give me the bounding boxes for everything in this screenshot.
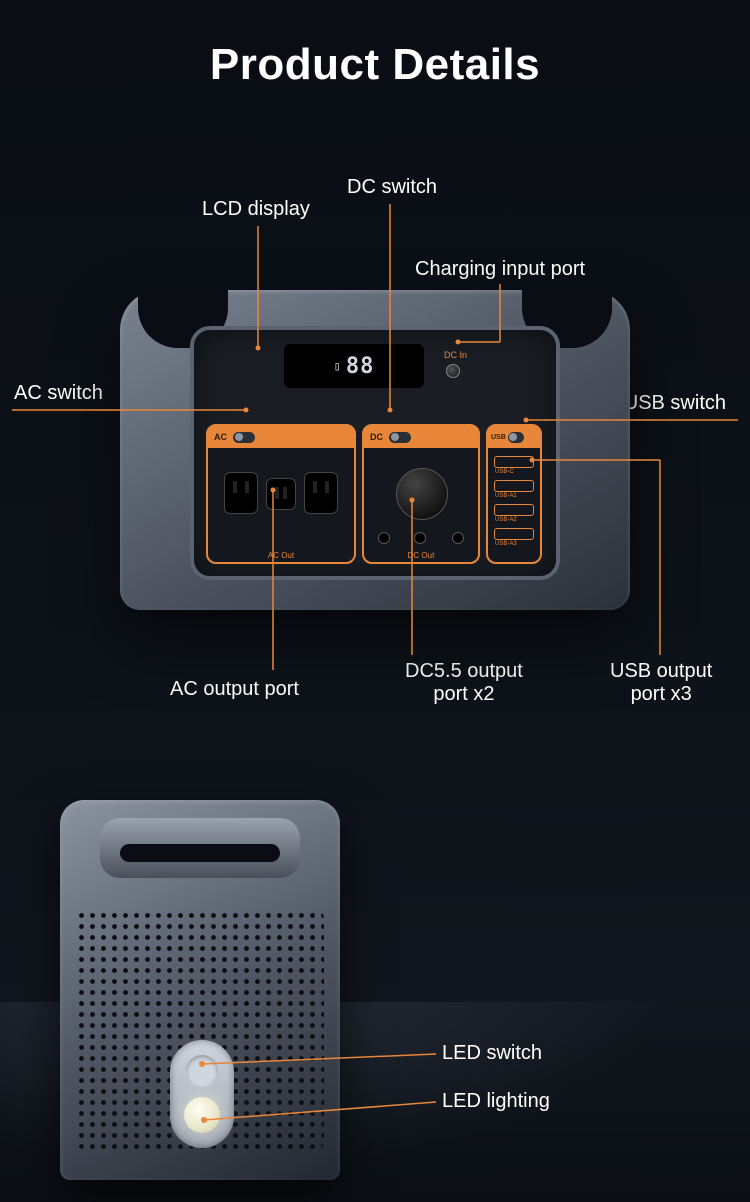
label-ac-output: AC output port <box>170 678 299 701</box>
ac-socket-1 <box>224 472 258 514</box>
dc-header-text: DC <box>370 432 383 442</box>
led-switch-button[interactable] <box>186 1055 218 1087</box>
dc55-port-2 <box>414 532 426 544</box>
dc55-port-3 <box>452 532 464 544</box>
label-ac-switch: AC switch <box>14 382 103 405</box>
label-charging-input: Charging input port <box>415 258 585 281</box>
usb-panel: USB USB-C USB-A1 USB-A2 USB-A3 <box>486 424 542 564</box>
ac-out-label: AC Out <box>208 551 354 560</box>
led-module <box>170 1040 234 1148</box>
usb-port-a3: USB-A3 <box>494 528 534 540</box>
lcd-display: ▯ 88 <box>284 344 424 388</box>
bottom-diagram: LED switch LED lighting <box>60 800 700 1200</box>
page-title: Product Details <box>0 0 750 90</box>
label-usb-output: USB output port x3 <box>610 660 712 706</box>
dc-panel: DC DC Out <box>362 424 480 564</box>
dc-panel-header: DC <box>364 426 478 448</box>
ac-socket-2 <box>266 478 296 510</box>
led-light-lens <box>184 1097 220 1133</box>
device-body: ▯ 88 DC In AC AC Out DC <box>120 290 630 610</box>
ac-panel: AC AC Out <box>206 424 356 564</box>
top-diagram: DC switch LCD display Charging input por… <box>0 150 750 720</box>
ac-socket-3 <box>304 472 338 514</box>
device-handle <box>100 818 300 878</box>
usb-header-text: USB <box>491 434 506 441</box>
usb-switch[interactable] <box>508 432 524 443</box>
label-led-switch: LED switch <box>442 1042 542 1065</box>
usb-port-c: USB-C <box>494 456 534 468</box>
ac-panel-header: AC <box>208 426 354 448</box>
lcd-value: 88 <box>346 354 375 379</box>
device-face: ▯ 88 DC In AC AC Out DC <box>190 326 560 580</box>
label-lcd-display: LCD display <box>202 198 310 221</box>
label-dc-switch: DC switch <box>347 176 437 199</box>
dc55-port-1 <box>378 532 390 544</box>
dc-switch[interactable] <box>389 432 411 443</box>
dc-car-socket <box>396 468 448 520</box>
ac-switch[interactable] <box>233 432 255 443</box>
label-led-lighting: LED lighting <box>442 1090 550 1113</box>
ac-header-text: AC <box>214 432 227 442</box>
dc-in-label: DC In <box>444 350 467 360</box>
label-usb-switch: USB switch <box>624 392 726 415</box>
usb-port-a1: USB-A1 <box>494 480 534 492</box>
label-dc55-output: DC5.5 output port x2 <box>405 660 523 706</box>
device-side-view <box>60 800 340 1180</box>
dc-out-label: DC Out <box>364 551 478 560</box>
usb-panel-header: USB <box>488 426 540 448</box>
dc-in-port <box>446 364 460 378</box>
usb-port-a2: USB-A2 <box>494 504 534 516</box>
